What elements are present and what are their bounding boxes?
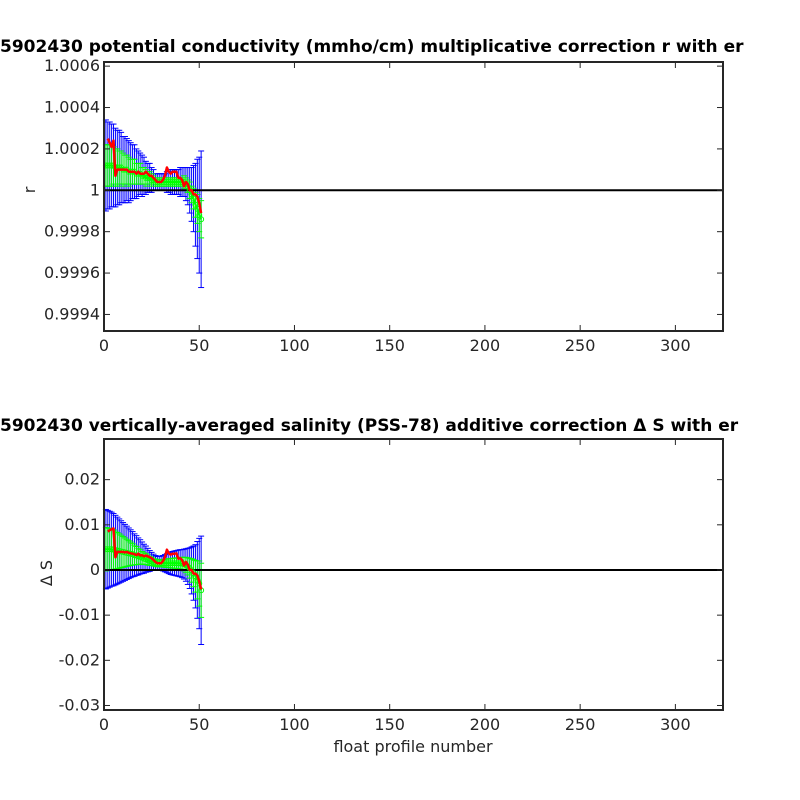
y-tick-label: 0.01	[64, 515, 100, 534]
y-tick-label: -0.02	[59, 650, 100, 669]
y-tick-label: 1	[90, 180, 100, 199]
y-tick-label: 0.02	[64, 470, 100, 489]
data-point-green	[167, 179, 174, 186]
data-point-green	[106, 546, 113, 553]
data-point-green	[171, 179, 178, 186]
x-tick-label: 200	[470, 715, 501, 734]
data-point-green	[142, 174, 149, 181]
data-point-green	[190, 195, 197, 202]
plot-area	[104, 62, 723, 331]
y-axis-label: r	[20, 186, 39, 193]
x-tick-label: 150	[374, 715, 405, 734]
data-point-green	[163, 179, 170, 186]
chart-title: 5902430 vertically-averaged salinity (PS…	[0, 416, 739, 436]
y-tick-label: 0.9994	[44, 304, 100, 323]
series-line-red	[107, 527, 203, 590]
x-tick-label: 150	[374, 336, 405, 355]
x-tick-label: 50	[189, 336, 209, 355]
y-tick-label: 1.0002	[44, 139, 100, 158]
x-tick-label: 0	[99, 336, 109, 355]
y-axis-label: Δ S	[37, 560, 56, 586]
data-point-green	[165, 560, 172, 567]
data-point-green	[171, 560, 178, 567]
x-tick-label: 100	[279, 336, 310, 355]
data-point-green	[106, 162, 113, 169]
y-tick-label: -0.03	[59, 695, 100, 714]
axes-frame	[103, 61, 724, 332]
x-tick-label: 100	[279, 715, 310, 734]
x-tick-label: 250	[565, 715, 596, 734]
x-tick-label: 0	[99, 715, 109, 734]
error-bar-series-error_bars_small	[102, 527, 205, 618]
data-point-green	[169, 560, 176, 567]
chart-title: 5902430 potential conductivity (mmho/cm)…	[0, 37, 744, 57]
data-point-green	[173, 179, 180, 186]
error-bar	[198, 562, 205, 618]
series-line-red	[106, 138, 203, 214]
data-point-green	[198, 216, 205, 223]
data-point-green	[175, 179, 182, 186]
data-point-green	[165, 179, 172, 186]
x-tick-label: 300	[660, 715, 691, 734]
x-tick-label: 300	[660, 336, 691, 355]
y-tick-label: 0.9996	[44, 263, 100, 282]
y-tick-label: 1.0006	[44, 56, 100, 75]
data-point-green	[169, 179, 176, 186]
y-tick-label: -0.01	[59, 605, 100, 624]
y-tick-label: 0	[90, 560, 100, 579]
data-point-green	[104, 162, 111, 169]
data-point-green	[167, 560, 174, 567]
y-tick-label: 0.9998	[44, 222, 100, 241]
x-tick-label: 200	[470, 336, 501, 355]
x-tick-label: 250	[565, 336, 596, 355]
y-tick-label: 1.0004	[44, 98, 100, 117]
x-axis-label: float profile number	[333, 737, 493, 756]
chart-panel-conductivity-correction: 5902430 potential conductivity (mmho/cm)…	[0, 37, 744, 355]
data-point-green	[175, 560, 182, 567]
x-tick-label: 50	[189, 715, 209, 734]
data-point-green	[104, 546, 111, 553]
axes-frame	[103, 438, 724, 711]
data-point-green	[173, 560, 180, 567]
chart-panel-salinity-correction: 5902430 vertically-averaged salinity (PS…	[0, 416, 739, 756]
plot-area	[104, 439, 723, 710]
data-point-green	[163, 560, 170, 567]
